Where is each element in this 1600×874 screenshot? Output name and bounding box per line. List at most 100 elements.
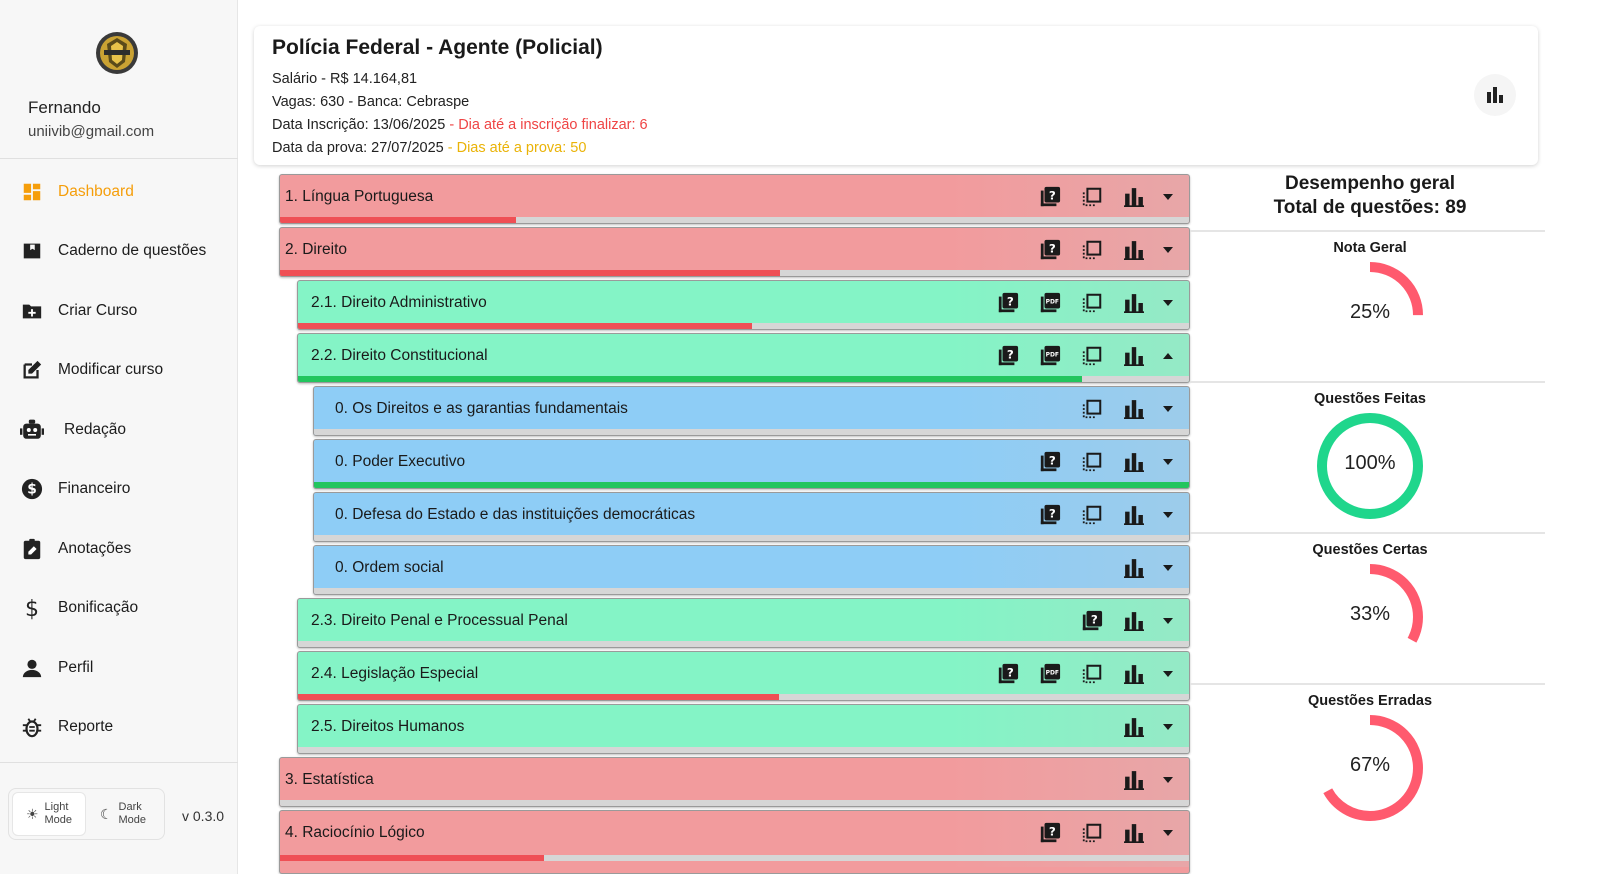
subject-label: 2.2. Direito Constitucional xyxy=(311,347,488,364)
chevron-down-icon[interactable] xyxy=(1155,767,1181,793)
sidebar: Fernando uniivib@gmail.com Dashboard Cad… xyxy=(0,0,238,874)
select-icon[interactable] xyxy=(1071,343,1113,369)
svg-text:?: ? xyxy=(1007,347,1014,361)
bar-chart-icon[interactable] xyxy=(1113,290,1155,316)
bar-chart-icon xyxy=(1487,87,1503,103)
bar-chart-icon[interactable] xyxy=(1113,820,1155,846)
question-book-icon[interactable]: ? xyxy=(987,343,1029,369)
question-book-icon[interactable]: ? xyxy=(987,290,1029,316)
select-icon[interactable] xyxy=(1071,449,1113,475)
subject-row[interactable]: 2.2. Direito Constitucional? PDF xyxy=(297,333,1190,383)
pdf-icon[interactable]: PDF xyxy=(1029,661,1071,687)
chevron-down-icon[interactable] xyxy=(1155,290,1181,316)
gauge-arc xyxy=(1317,413,1423,519)
gauge-ring xyxy=(1317,564,1423,670)
sidebar-item-label: Dashboard xyxy=(58,182,134,200)
question-book-icon[interactable]: ? xyxy=(1029,449,1071,475)
bar-chart-icon[interactable] xyxy=(1113,714,1155,740)
chevron-up-icon[interactable] xyxy=(1155,343,1181,369)
sidebar-item-criar-curso[interactable]: Criar Curso xyxy=(0,281,238,341)
bug-icon xyxy=(20,715,44,739)
bar-chart-icon[interactable] xyxy=(1113,661,1155,687)
gauge-title: Nota Geral xyxy=(1333,240,1407,256)
subject-label: 0. Ordem social xyxy=(335,559,444,576)
subject-actions: ? xyxy=(1071,608,1181,634)
chevron-down-icon[interactable] xyxy=(1155,396,1181,422)
subject-row[interactable]: 1. Língua Portuguesa? xyxy=(279,174,1190,224)
progress-fill xyxy=(298,323,753,329)
progress-fill xyxy=(314,482,1189,488)
subject-row[interactable]: 2.4. Legislação Especial? PDF xyxy=(297,651,1190,701)
sidebar-item-anotacoes[interactable]: Anotações xyxy=(0,519,238,579)
course-header-card: Polícia Federal - Agente (Policial) Salá… xyxy=(254,26,1538,165)
question-book-icon[interactable]: ? xyxy=(1029,184,1071,210)
gauge-arc xyxy=(1317,262,1423,368)
bar-chart-icon[interactable] xyxy=(1113,608,1155,634)
bar-chart-icon[interactable] xyxy=(1113,184,1155,210)
light-mode-button[interactable]: ☀ Light Mode xyxy=(12,792,86,836)
chevron-down-icon[interactable] xyxy=(1155,555,1181,581)
subject-row[interactable]: 4. Raciocínio Lógico? xyxy=(279,810,1190,874)
question-book-icon[interactable]: ? xyxy=(1029,237,1071,263)
sidebar-item-redacao[interactable]: Redação xyxy=(0,400,238,460)
sidebar-item-reporte[interactable]: Reporte xyxy=(0,698,238,758)
select-icon[interactable] xyxy=(1071,820,1113,846)
sidebar-item-perfil[interactable]: Perfil xyxy=(0,638,238,698)
question-book-icon[interactable]: ? xyxy=(987,661,1029,687)
subject-row[interactable]: 0. Os Direitos e as garantias fundamenta… xyxy=(313,386,1190,436)
chevron-down-icon[interactable] xyxy=(1155,714,1181,740)
subject-row[interactable]: 0. Poder Executivo? xyxy=(313,439,1190,489)
question-book-icon[interactable]: ? xyxy=(1029,820,1071,846)
chevron-down-icon[interactable] xyxy=(1155,502,1181,528)
pdf-icon[interactable]: PDF xyxy=(1029,290,1071,316)
bar-chart-icon[interactable] xyxy=(1113,502,1155,528)
sidebar-item-caderno[interactable]: Caderno de questões xyxy=(0,222,238,282)
select-icon[interactable] xyxy=(1071,184,1113,210)
dark-mode-button[interactable]: ☾ Dark Mode xyxy=(86,792,160,836)
chevron-down-icon[interactable] xyxy=(1155,449,1181,475)
select-icon[interactable] xyxy=(1071,290,1113,316)
subject-row[interactable]: 0. Defesa do Estado e das instituições d… xyxy=(313,492,1190,542)
bar-chart-icon[interactable] xyxy=(1113,767,1155,793)
question-book-icon[interactable]: ? xyxy=(1029,502,1071,528)
sidebar-item-bonificacao[interactable]: $ Bonificação xyxy=(0,579,238,639)
subject-row[interactable]: 2.5. Direitos Humanos xyxy=(297,704,1190,754)
bar-chart-icon[interactable] xyxy=(1113,343,1155,369)
sidebar-item-dashboard[interactable]: Dashboard xyxy=(0,162,238,222)
subject-row[interactable]: 2. Direito? xyxy=(279,227,1190,277)
subject-label: 2.1. Direito Administrativo xyxy=(311,294,487,311)
sidebar-item-label: Financeiro xyxy=(58,480,131,498)
chevron-down-icon[interactable] xyxy=(1155,608,1181,634)
performance-title-line1: Desempenho geral xyxy=(1285,173,1455,194)
sidebar-item-modificar-curso[interactable]: Modificar curso xyxy=(0,341,238,401)
sidebar-item-label: Bonificação xyxy=(58,599,139,617)
dark-mode-label-2: Mode xyxy=(118,814,147,826)
subject-actions: ? PDF xyxy=(987,290,1181,316)
bar-chart-icon[interactable] xyxy=(1113,237,1155,263)
svg-text:?: ? xyxy=(1049,188,1056,202)
course-stats-button[interactable] xyxy=(1474,74,1516,116)
chevron-down-icon[interactable] xyxy=(1155,184,1181,210)
svg-text:?: ? xyxy=(1007,665,1014,679)
bar-chart-icon[interactable] xyxy=(1113,449,1155,475)
chevron-down-icon[interactable] xyxy=(1155,820,1181,846)
subject-row[interactable]: 0. Ordem social xyxy=(313,545,1190,595)
chevron-down-icon[interactable] xyxy=(1155,661,1181,687)
bar-chart-icon[interactable] xyxy=(1113,555,1155,581)
select-icon[interactable] xyxy=(1071,396,1113,422)
subject-row[interactable]: 2.1. Direito Administrativo? PDF xyxy=(297,280,1190,330)
select-icon[interactable] xyxy=(1071,502,1113,528)
subject-row[interactable]: 2.3. Direito Penal e Processual Penal? xyxy=(297,598,1190,648)
performance-divider xyxy=(1190,532,1545,534)
pdf-icon[interactable]: PDF xyxy=(1029,343,1071,369)
svg-text:$: $ xyxy=(25,597,39,620)
select-icon[interactable] xyxy=(1071,661,1113,687)
sidebar-item-financeiro[interactable]: $ Financeiro xyxy=(0,460,238,520)
bar-chart-icon[interactable] xyxy=(1113,396,1155,422)
prova-date: Data da prova: 27/07/2025 xyxy=(272,140,444,156)
subject-row[interactable]: 3. Estatística xyxy=(279,757,1190,807)
light-mode-label-1: Light xyxy=(44,801,69,813)
select-icon[interactable] xyxy=(1071,237,1113,263)
chevron-down-icon[interactable] xyxy=(1155,237,1181,263)
question-book-icon[interactable]: ? xyxy=(1071,608,1113,634)
